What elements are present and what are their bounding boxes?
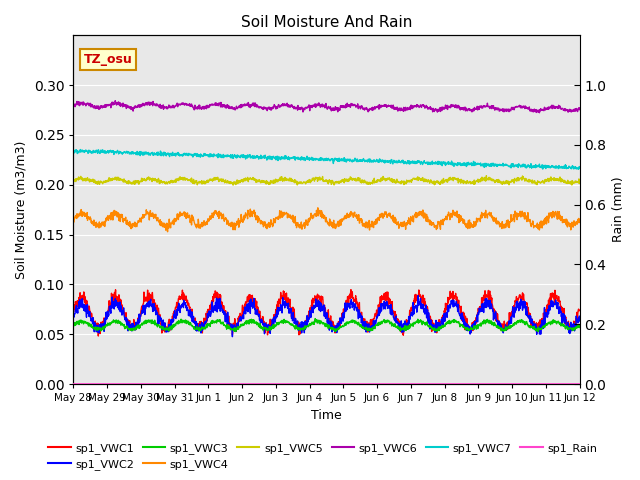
X-axis label: Time: Time <box>311 408 342 421</box>
Title: Soil Moisture And Rain: Soil Moisture And Rain <box>241 15 412 30</box>
Y-axis label: Rain (mm): Rain (mm) <box>612 177 625 242</box>
Legend: sp1_VWC1, sp1_VWC2, sp1_VWC3, sp1_VWC4, sp1_VWC5, sp1_VWC6, sp1_VWC7, sp1_Rain: sp1_VWC1, sp1_VWC2, sp1_VWC3, sp1_VWC4, … <box>44 438 602 474</box>
Y-axis label: Soil Moisture (m3/m3): Soil Moisture (m3/m3) <box>15 141 28 279</box>
Text: TZ_osu: TZ_osu <box>83 53 132 66</box>
